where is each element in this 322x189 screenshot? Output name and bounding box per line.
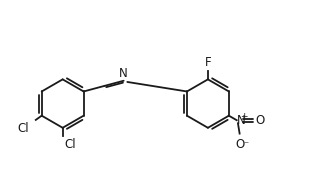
Text: F: F xyxy=(204,56,211,69)
Text: O: O xyxy=(255,114,264,127)
Text: Cl: Cl xyxy=(17,122,29,135)
Text: N: N xyxy=(119,67,128,80)
Text: ⁻: ⁻ xyxy=(244,141,249,151)
Text: +: + xyxy=(240,112,248,121)
Text: Cl: Cl xyxy=(64,138,76,151)
Text: O: O xyxy=(235,138,244,151)
Text: N: N xyxy=(237,114,246,127)
